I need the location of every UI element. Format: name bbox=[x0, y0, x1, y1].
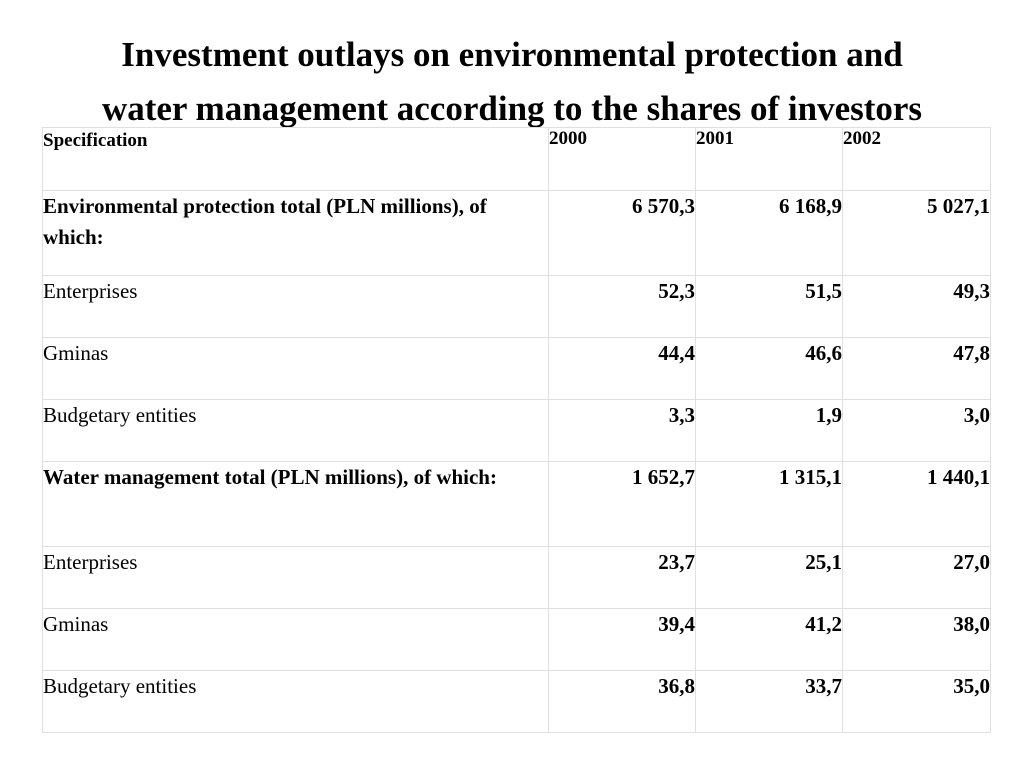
table-row: Budgetary entities 36,8 33,7 35,0 bbox=[42, 670, 991, 733]
cell-2001: 51,5 bbox=[695, 275, 843, 338]
header-year-2002: 2002 bbox=[842, 127, 991, 191]
table-row: Gminas 39,4 41,2 38,0 bbox=[42, 608, 991, 671]
cell-2001: 25,1 bbox=[695, 546, 843, 609]
cell-2000: 52,3 bbox=[548, 275, 696, 338]
row-label: Environmental protection total (PLN mill… bbox=[42, 190, 549, 276]
cell-2000: 3,3 bbox=[548, 399, 696, 462]
cell-2001: 41,2 bbox=[695, 608, 843, 671]
cell-2000: 23,7 bbox=[548, 546, 696, 609]
cell-2002: 5 027,1 bbox=[842, 190, 991, 276]
table-row: Gminas 44,4 46,6 47,8 bbox=[42, 337, 991, 400]
row-label: Budgetary entities bbox=[42, 399, 549, 462]
table-row: Enterprises 23,7 25,1 27,0 bbox=[42, 546, 991, 609]
header-specification: Specification bbox=[42, 127, 549, 191]
cell-2002: 38,0 bbox=[842, 608, 991, 671]
cell-2000: 39,4 bbox=[548, 608, 696, 671]
row-label: Water management total (PLN millions), o… bbox=[42, 461, 549, 547]
table-row: Water management total (PLN millions), o… bbox=[42, 461, 991, 547]
cell-2001: 46,6 bbox=[695, 337, 843, 400]
cell-2001: 1 315,1 bbox=[695, 461, 843, 547]
investment-table: Specification 2000 2001 2002 Environment… bbox=[42, 127, 991, 733]
cell-2002: 1 440,1 bbox=[842, 461, 991, 547]
cell-2000: 44,4 bbox=[548, 337, 696, 400]
table-row: Enterprises 52,3 51,5 49,3 bbox=[42, 275, 991, 338]
cell-2002: 49,3 bbox=[842, 275, 991, 338]
header-year-2001: 2001 bbox=[695, 127, 843, 191]
title-line-2: water management according to the shares… bbox=[101, 89, 923, 128]
title-line-1: Investment outlays on environmental prot… bbox=[121, 35, 903, 74]
table-header-row: Specification 2000 2001 2002 bbox=[42, 127, 991, 191]
page-title: Investment outlays on environmental prot… bbox=[0, 28, 1024, 136]
row-label: Enterprises bbox=[42, 546, 549, 609]
cell-2001: 6 168,9 bbox=[695, 190, 843, 276]
cell-2000: 36,8 bbox=[548, 670, 696, 733]
cell-2002: 47,8 bbox=[842, 337, 991, 400]
header-year-2000: 2000 bbox=[548, 127, 696, 191]
row-label: Budgetary entities bbox=[42, 670, 549, 733]
cell-2002: 3,0 bbox=[842, 399, 991, 462]
row-label: Gminas bbox=[42, 337, 549, 400]
cell-2000: 6 570,3 bbox=[548, 190, 696, 276]
cell-2000: 1 652,7 bbox=[548, 461, 696, 547]
table-row: Budgetary entities 3,3 1,9 3,0 bbox=[42, 399, 991, 462]
cell-2001: 33,7 bbox=[695, 670, 843, 733]
cell-2001: 1,9 bbox=[695, 399, 843, 462]
row-label: Gminas bbox=[42, 608, 549, 671]
cell-2002: 35,0 bbox=[842, 670, 991, 733]
table-row: Environmental protection total (PLN mill… bbox=[42, 190, 991, 276]
cell-2002: 27,0 bbox=[842, 546, 991, 609]
row-label: Enterprises bbox=[42, 275, 549, 338]
